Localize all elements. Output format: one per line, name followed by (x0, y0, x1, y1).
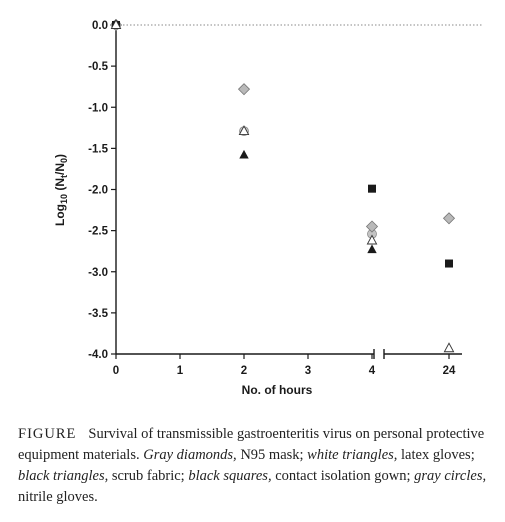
caption-text: Survival of transmissible gastroenteriti… (18, 426, 486, 505)
caption-part: gray circles, (414, 468, 487, 484)
x-axis-title: No. of hours (242, 383, 313, 397)
y-axis-title-paren: (N (53, 178, 67, 194)
caption-part: Survival of transmissible gastroenteriti… (18, 426, 485, 463)
y-axis-title-log: Log (53, 204, 67, 226)
data-point-black-square (445, 259, 453, 268)
y-tick-label: 0.0 (92, 20, 108, 32)
y-axis-title-t: t (59, 175, 69, 178)
y-tick-label: -0.5 (88, 61, 108, 73)
caption-part: black squares, (188, 468, 272, 484)
x-tick-label: 0 (113, 365, 119, 377)
tick-labels: 0.0 -0.5 -1.0 -1.5 -2.0 -2.5 -3.0 -3.5 -4.0 0 1 2 3 4… (88, 20, 456, 377)
caption-part: N95 mask; (236, 447, 308, 463)
caption-part: white triangles, (307, 447, 398, 463)
y-tick-label: -2.5 (88, 226, 108, 238)
x-tick-label: 2 (241, 365, 247, 377)
y-axis-title-close: ) (53, 154, 67, 158)
y-tick-label: -3.5 (88, 308, 108, 320)
data-point-black-square (368, 184, 376, 193)
y-tick-label: -2.0 (88, 185, 108, 197)
data-point-black-triangle (367, 244, 377, 254)
figure-caption: FIGURE Survival of transmissible gastroen… (18, 424, 494, 508)
figure-label: FIGURE (18, 426, 77, 442)
axes (111, 24, 462, 359)
y-axis-title-zero: 0 (59, 158, 69, 163)
data-point-gray-diamond (442, 212, 456, 225)
x-tick-label: 3 (305, 365, 311, 377)
y-tick-label: -3.0 (88, 267, 108, 279)
x-tick-label: 4 (369, 365, 376, 377)
y-tick-label: -1.5 (88, 143, 108, 155)
x-tick-label: 24 (443, 365, 456, 377)
data-point-white-triangle (110, 19, 122, 29)
caption-part: latex gloves; (397, 447, 475, 463)
data-point-white-triangle (238, 125, 250, 136)
caption-part: Gray diamonds, (143, 447, 237, 463)
data-point-black-triangle (239, 149, 249, 159)
scatter-chart: 0.0 -0.5 -1.0 -1.5 -2.0 -2.5 -3.0 -3.5 -4.0 0 1 2 3 4… (53, 18, 483, 397)
data-point-white-triangle (366, 234, 378, 245)
data-points (109, 18, 456, 353)
data-point-gray-diamond (237, 83, 251, 96)
y-axis-title-base: 10 (59, 194, 69, 204)
y-tick-label: -4.0 (88, 349, 108, 361)
data-point-white-triangle (443, 342, 455, 353)
y-axis-title: Log10 (Nt/N0) (53, 154, 69, 226)
x-tick-label: 1 (177, 365, 184, 377)
y-tick-label: -1.0 (88, 102, 108, 114)
caption-part: black triangles, (18, 468, 109, 484)
caption-part: scrub fabric; (108, 468, 189, 484)
data-point-gray-diamond (365, 220, 379, 233)
caption-part: nitrile gloves. (18, 489, 98, 505)
caption-part: contact isolation gown; (271, 468, 415, 484)
y-axis-title-slash: /N (53, 163, 67, 175)
